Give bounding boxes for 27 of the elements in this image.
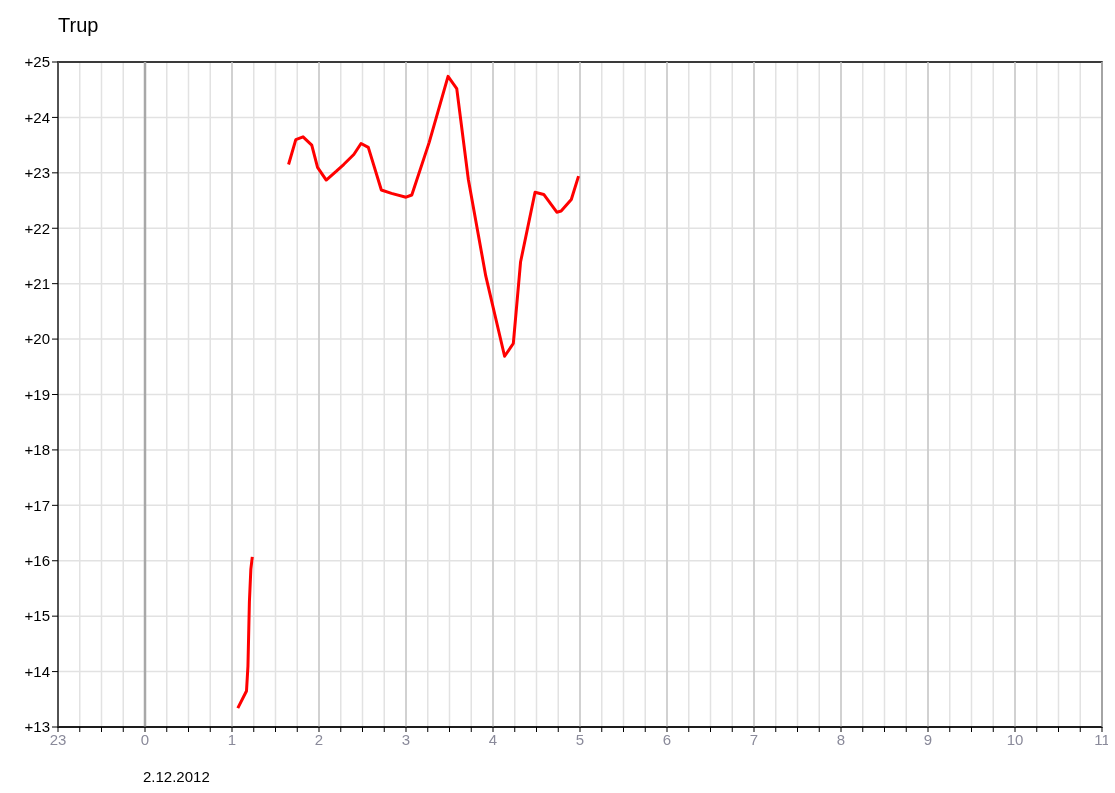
y-tick-label: +25 — [24, 53, 50, 71]
x-tick-label: 3 — [401, 730, 411, 748]
y-tick-label: +21 — [24, 274, 50, 292]
x-tick-label: 5 — [575, 730, 585, 748]
y-tick-label: +22 — [24, 219, 50, 237]
x-tick-label: 10 — [1006, 730, 1024, 748]
y-tick-label: +16 — [24, 552, 50, 570]
ref-line-label: 2.12.2012 — [143, 768, 210, 785]
x-tick-label: 23 — [49, 730, 67, 748]
y-tick-label: +13 — [24, 718, 50, 736]
x-tick-label: 8 — [836, 730, 846, 748]
x-tick-label: 0 — [140, 730, 150, 748]
x-tick-label: 7 — [749, 730, 759, 748]
y-tick-label: +15 — [24, 607, 50, 625]
x-tick-label: 6 — [662, 730, 672, 748]
x-tick-label: 1 — [227, 730, 237, 748]
y-tick-label: +23 — [24, 164, 50, 182]
y-tick-label: +18 — [24, 441, 50, 459]
y-tick-label: +19 — [24, 385, 50, 403]
y-tick-label: +24 — [24, 108, 50, 126]
y-tick-label: +14 — [24, 662, 50, 680]
x-tick-label: 2 — [314, 730, 324, 748]
x-tick-label: 9 — [923, 730, 933, 748]
y-tick-label: +20 — [24, 330, 50, 348]
chart-title: Trup — [57, 13, 100, 38]
y-tick-label: +17 — [24, 496, 50, 514]
x-tick-label: 4 — [488, 730, 498, 748]
